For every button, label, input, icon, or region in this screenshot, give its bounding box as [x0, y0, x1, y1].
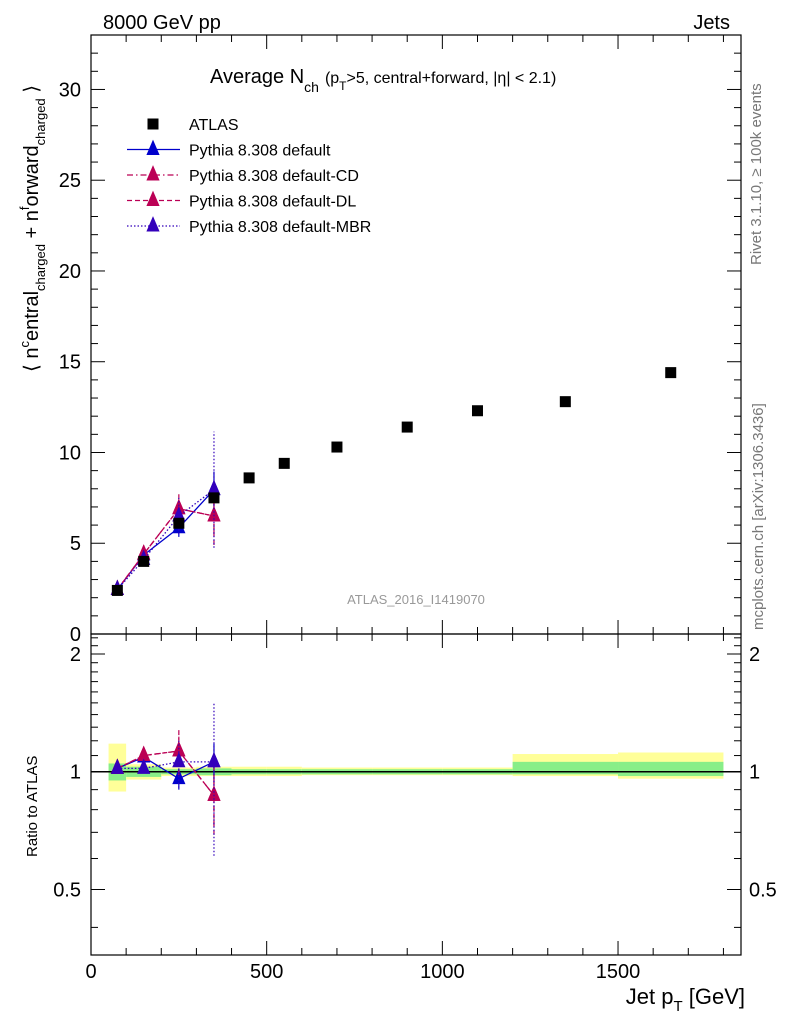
y-tick-label: 20 — [59, 261, 81, 283]
ratio-band-green — [618, 761, 724, 777]
ylabel-part-4: + n — [21, 210, 43, 244]
ratio-point-3 — [110, 758, 124, 774]
ratio-point-3 — [137, 758, 151, 774]
ratio-tick-label-left: 2 — [70, 644, 81, 666]
ylabel-part-8: ⟩ — [21, 85, 43, 98]
x-tick-label: 1000 — [420, 961, 465, 983]
ratio-point-3 — [172, 751, 186, 768]
ylabel-part-5: f — [17, 206, 32, 210]
legend-marker-2 — [146, 190, 160, 206]
ratio-y-axis-label: Ratio to ATLAS — [24, 756, 41, 857]
header-left: 8000 GeV pp — [103, 12, 221, 34]
title-main-sub: ch — [304, 79, 319, 95]
ylabel-part-7: charged — [33, 98, 48, 145]
ylabel-part-1: c — [17, 341, 32, 348]
ratio-panel-series — [110, 701, 221, 856]
ratio-point-2 — [207, 785, 221, 801]
legend-marker-atlas — [147, 118, 159, 130]
ratio-frame — [90, 633, 742, 956]
x-tick-label: 0 — [85, 961, 96, 983]
legend-label-atlas: ATLAS — [189, 117, 239, 134]
ratio-uncertainty-bands — [91, 743, 741, 792]
ylabel-part-2: entral — [21, 291, 43, 341]
ratio-tick-label-right: 1 — [749, 762, 760, 784]
ratio-tick-label-left: 0.5 — [53, 879, 81, 901]
x-axis-label: Jet pT [GeV] — [626, 984, 745, 1015]
axes: 0 500 1000 1500 0 5 10 15 20 25 30 0.5 0.5 1 1 2 2 — [53, 34, 777, 983]
y-axis-label: ⟨ ncentralcharged + nforwardcharged ⟩ — [17, 85, 48, 372]
atlas-data-point — [665, 367, 677, 379]
title-cond-rest: >5, central+forward, |η| < 2.1) — [347, 70, 557, 87]
series-point-3 — [172, 506, 186, 522]
ratio-tick-label-right: 0.5 — [749, 879, 777, 901]
series-line-3 — [116, 489, 215, 590]
legend: ATLAS Pythia 8.308 default Pythia 8.308 de… — [127, 117, 371, 236]
xlabel-sub: T — [673, 998, 682, 1015]
series-point-2 — [207, 506, 221, 522]
atlas-data-point — [278, 457, 290, 469]
atlas-data-point — [173, 517, 185, 529]
header-right: Jets — [693, 12, 730, 34]
ratio-line-0 — [117, 756, 215, 780]
legend-marker-1 — [146, 165, 160, 181]
y-tick-label: 0 — [70, 624, 81, 646]
ylabel-part-0: ⟨ n — [21, 348, 43, 372]
xlabel-unit: [GeV] — [683, 984, 745, 1009]
atlas-data-point — [243, 472, 255, 484]
atlas-data-point — [471, 405, 483, 417]
mcplots-label: mcplots.cern.ch [arXiv:1306.3436] — [750, 403, 767, 630]
x-tick-label: 1500 — [596, 961, 641, 983]
legend-label-3: Pythia 8.308 default-MBR — [189, 219, 371, 236]
series-line-2 — [116, 508, 215, 590]
y-tick-label: 25 — [59, 170, 81, 192]
title-main: Average N — [210, 66, 304, 88]
legend-label-2: Pythia 8.308 default-DL — [189, 194, 356, 211]
y-tick-label: 10 — [59, 442, 81, 464]
xlabel-main: Jet p — [626, 984, 674, 1009]
atlas-data-point — [138, 555, 150, 567]
analysis-watermark: ATLAS_2016_I1419070 — [347, 592, 485, 607]
atlas-data-point — [401, 421, 413, 433]
ylabel-part-3: charged — [33, 244, 48, 291]
atlas-data-point — [208, 492, 220, 504]
ratio-tick-label-right: 2 — [749, 644, 760, 666]
legend-marker-0 — [146, 139, 160, 155]
ratio-point-3 — [207, 751, 221, 768]
ylabel-part-6: orward — [21, 145, 43, 206]
atlas-data-point — [111, 584, 123, 596]
series-point-3 — [207, 479, 221, 496]
plot-title: Average Nch (pT>5, central+forward, |η| <… — [210, 66, 556, 95]
legend-marker-3 — [146, 216, 160, 232]
atlas-data-point — [559, 396, 571, 408]
y-tick-label: 15 — [59, 352, 81, 374]
ratio-tick-label-left: 1 — [70, 762, 81, 784]
atlas-data-point — [331, 441, 343, 453]
x-tick-label: 500 — [250, 961, 283, 983]
legend-label-1: Pythia 8.308 default-CD — [189, 168, 359, 185]
ratio-point-2 — [137, 745, 151, 762]
y-tick-label: 5 — [70, 533, 81, 555]
ratio-line-1 — [117, 750, 215, 796]
series-line-1 — [116, 508, 215, 590]
title-cond-p: (p — [325, 70, 339, 87]
main-panel-series — [110, 367, 677, 596]
rivet-label: Rivet 3.1.10, ≥ 100k events — [748, 83, 765, 265]
series-line-0 — [116, 489, 215, 590]
legend-label-0: Pythia 8.308 default — [189, 143, 331, 160]
y-tick-label: 30 — [59, 79, 81, 101]
title-cond-p-sub: T — [339, 79, 347, 93]
